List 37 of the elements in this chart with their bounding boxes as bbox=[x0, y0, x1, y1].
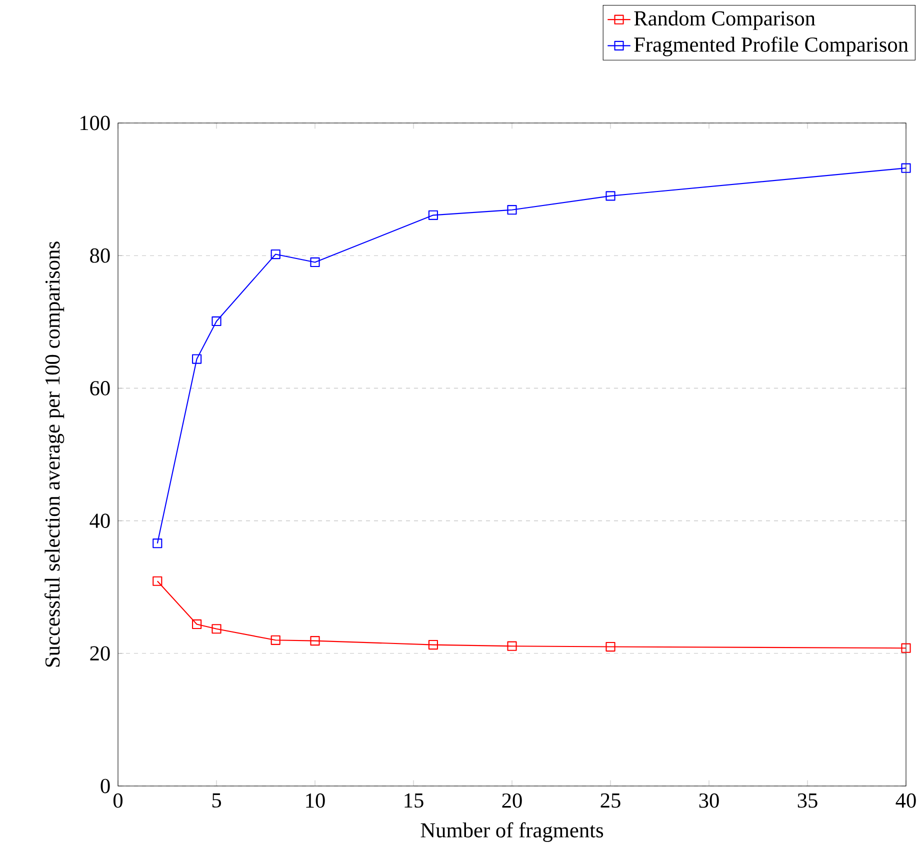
point bbox=[270, 635, 280, 645]
x-tick-label: 15 bbox=[404, 793, 424, 808]
y-tick-label: 40 bbox=[90, 514, 110, 528]
x-axis-title: Number of fragments bbox=[420, 822, 604, 842]
point bbox=[310, 257, 320, 268]
y-tick-label: 20 bbox=[90, 646, 110, 661]
y-tick-label: 60 bbox=[90, 381, 110, 396]
legend-label: Fragmented Profile Comparison bbox=[634, 36, 908, 56]
point bbox=[310, 636, 320, 646]
x-tick-label: 30 bbox=[699, 793, 719, 808]
x-tick-label: 0 bbox=[113, 793, 123, 808]
point bbox=[152, 538, 162, 548]
point bbox=[901, 643, 911, 653]
point bbox=[428, 640, 438, 650]
x-tick-label: 5 bbox=[212, 793, 221, 808]
x-tick-label: 40 bbox=[896, 793, 916, 808]
point bbox=[507, 205, 517, 215]
y-tick-label: 0 bbox=[100, 778, 110, 794]
point bbox=[152, 576, 162, 586]
point bbox=[428, 210, 438, 220]
point bbox=[507, 641, 517, 651]
y-axis-title: Successful selection average per 100 comparisons bbox=[44, 242, 64, 667]
point bbox=[270, 249, 280, 260]
point bbox=[212, 624, 222, 634]
point bbox=[606, 191, 616, 201]
y-tick-label: 80 bbox=[90, 248, 110, 263]
point bbox=[901, 163, 911, 173]
point bbox=[606, 642, 616, 652]
x-tick-label: 25 bbox=[600, 793, 620, 808]
x-tick-label: 35 bbox=[798, 793, 818, 808]
point bbox=[192, 619, 202, 630]
x-tick-label: 20 bbox=[502, 793, 522, 808]
legend-label: Random Comparison bbox=[634, 10, 816, 30]
point bbox=[192, 354, 202, 364]
point bbox=[212, 316, 222, 326]
y-tick-label: 100 bbox=[80, 116, 110, 130]
x-tick-label: 10 bbox=[306, 793, 325, 808]
